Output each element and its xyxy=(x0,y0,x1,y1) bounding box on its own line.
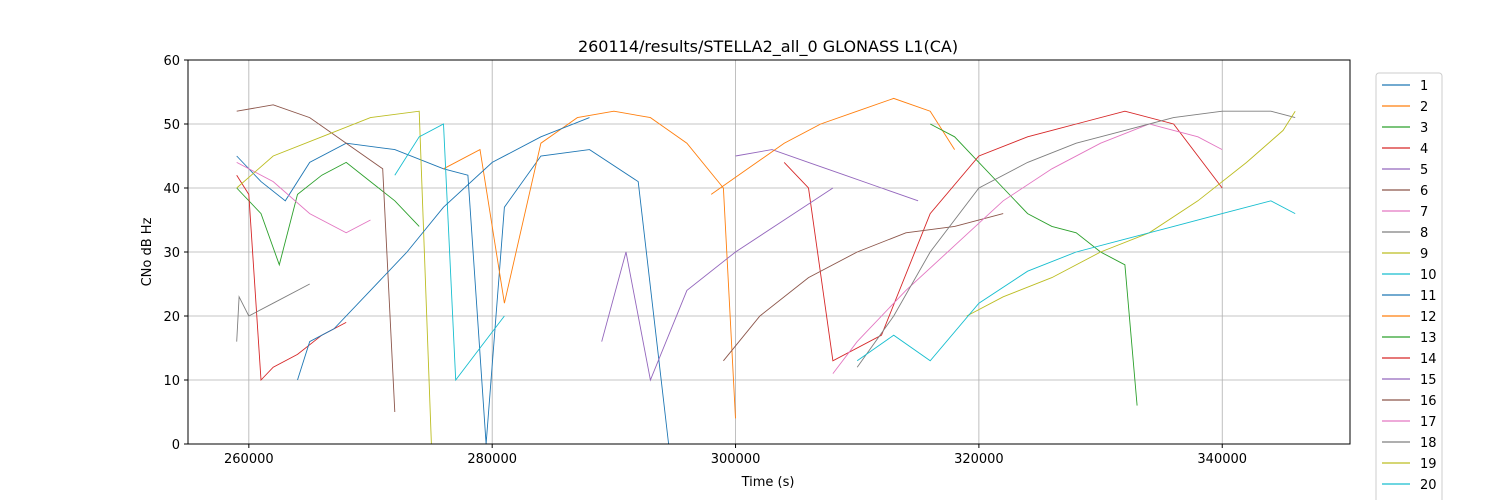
y-tick-label: 10 xyxy=(163,374,180,389)
legend-label-6: 6 xyxy=(1420,184,1428,199)
legend-label-14: 14 xyxy=(1420,352,1437,367)
legend-label-9: 9 xyxy=(1420,247,1428,262)
legend-label-10: 10 xyxy=(1420,268,1437,283)
series-line-12 xyxy=(710,97,955,195)
legend-label-16: 16 xyxy=(1420,394,1437,409)
legend-label-2: 2 xyxy=(1420,100,1428,115)
series-line-5 xyxy=(735,149,919,202)
chart-title: 260114/results/STELLA2_all_0 GLONASS L1(… xyxy=(578,37,958,57)
x-tick-label: 260000 xyxy=(224,452,274,467)
x-tick-label: 280000 xyxy=(467,452,517,467)
series-line-7 xyxy=(236,162,371,234)
legend-label-5: 5 xyxy=(1420,163,1428,178)
series-line-16 xyxy=(723,213,1004,362)
series-lines xyxy=(236,97,1296,445)
series-line-1 xyxy=(236,142,670,445)
legend-label-8: 8 xyxy=(1420,226,1428,241)
x-tick-label: 340000 xyxy=(1197,452,1247,467)
y-tick-label: 30 xyxy=(163,246,180,261)
series-line-17 xyxy=(832,123,1223,374)
series-line-10 xyxy=(394,123,505,382)
series-line-19 xyxy=(966,110,1296,317)
legend-label-15: 15 xyxy=(1420,373,1437,388)
legend-label-19: 19 xyxy=(1420,457,1437,472)
x-axis-label: Time (s) xyxy=(741,475,795,490)
x-ticks: 260000 280000 300000 320000 340000 xyxy=(224,444,1247,467)
y-tick-label: 20 xyxy=(163,310,180,325)
series-line-20 xyxy=(856,200,1296,362)
y-tick-label: 50 xyxy=(163,118,180,133)
series-line-6 xyxy=(236,104,396,413)
legend-label-3: 3 xyxy=(1420,121,1428,136)
series-line-15 xyxy=(601,187,834,382)
legend-label-13: 13 xyxy=(1420,331,1437,346)
series-line-11 xyxy=(297,117,590,381)
series-line-2 xyxy=(443,110,736,419)
y-tick-label: 60 xyxy=(163,54,180,69)
legend-label-11: 11 xyxy=(1420,289,1437,304)
legend-label-7: 7 xyxy=(1420,205,1428,220)
series-line-9 xyxy=(236,110,432,445)
y-tick-label: 40 xyxy=(163,182,180,197)
series-line-18 xyxy=(856,110,1296,368)
y-tick-label: 0 xyxy=(172,438,180,453)
x-tick-label: 300000 xyxy=(711,452,761,467)
series-line-14 xyxy=(783,110,1223,362)
legend-label-4: 4 xyxy=(1420,142,1428,157)
series-line-13 xyxy=(929,123,1138,406)
series-line-8 xyxy=(236,283,310,342)
legend-box xyxy=(1375,72,1443,500)
legend-label-1: 1 xyxy=(1420,79,1428,94)
legend-label-17: 17 xyxy=(1420,415,1437,430)
legend-label-20: 20 xyxy=(1420,478,1437,493)
x-tick-label: 320000 xyxy=(954,452,1004,467)
y-ticks: 0 10 20 30 40 50 60 xyxy=(163,54,188,453)
y-axis-label: CNo dB Hz xyxy=(140,217,155,286)
series-line-3 xyxy=(236,161,420,267)
legend-label-12: 12 xyxy=(1420,310,1437,325)
legend-label-18: 18 xyxy=(1420,436,1437,451)
